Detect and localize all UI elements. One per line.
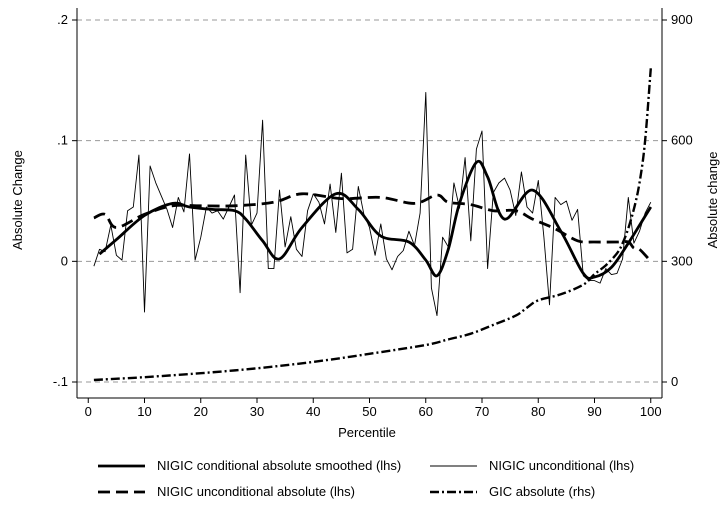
left-tick-label: .1: [57, 133, 68, 148]
left-tick-label: .2: [57, 12, 68, 27]
series-lines: [93, 68, 652, 382]
right-tick-label: 600: [671, 133, 693, 148]
series-gic-line: [93, 68, 652, 382]
legend-label-gic: GIC absolute (rhs): [489, 484, 595, 499]
series-smoothed-line: [98, 159, 652, 280]
right-tick-label: 900: [671, 12, 693, 27]
x-tick-label: 90: [587, 404, 601, 419]
legend: NIGIC conditional absolute smoothed (lhs…: [98, 458, 634, 499]
x-tick-label: 0: [85, 404, 92, 419]
right-tick-label: 300: [671, 253, 693, 268]
x-tick-label: 40: [306, 404, 320, 419]
left-tick-label: 0: [61, 253, 68, 268]
legend-label-unconditional: NIGIC unconditional (lhs): [489, 458, 634, 473]
x-tick-label: 100: [640, 404, 662, 419]
x-tick-label: 10: [137, 404, 151, 419]
right-tick-label: 0: [671, 374, 678, 389]
x-tick-label: 70: [475, 404, 489, 419]
right-axis-ticks: 900 600 300 0: [662, 12, 693, 389]
left-axis-label: Absolute Change: [10, 150, 25, 250]
x-tick-label: 20: [194, 404, 208, 419]
gridlines: [77, 19, 662, 383]
left-tick-label: -.1: [53, 374, 68, 389]
x-tick-label: 50: [362, 404, 376, 419]
right-axis-label: Absolute change: [705, 152, 720, 249]
x-axis-ticks: 0 10 20 30 40 50 60 70 80 90 100: [85, 398, 662, 419]
series-unconditional-line: [93, 91, 652, 317]
series-unconditional-absolute-line: [93, 192, 652, 263]
left-axis-ticks: .2 .1 0 -.1: [53, 12, 77, 389]
legend-label-smoothed: NIGIC conditional absolute smoothed (lhs…: [157, 458, 401, 473]
x-tick-label: 30: [250, 404, 264, 419]
x-tick-label: 80: [531, 404, 545, 419]
legend-label-unconditional-absolute: NIGIC unconditional absolute (lhs): [157, 484, 355, 499]
x-axis-label: Percentile: [338, 425, 396, 440]
x-tick-label: 60: [419, 404, 433, 419]
